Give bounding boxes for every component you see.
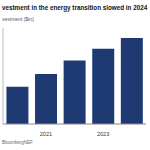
html-text:BloombergNEF: BloombergNEF <box>2 140 33 145</box>
html-text:vestment ($tn): vestment ($tn) <box>2 16 34 22</box>
svg-text:2023: 2023 <box>97 131 109 136</box>
svg-text:2021: 2021 <box>40 131 52 136</box>
html-text:vestment in the energy transit: vestment in the energy transition slowed… <box>2 4 148 11</box>
